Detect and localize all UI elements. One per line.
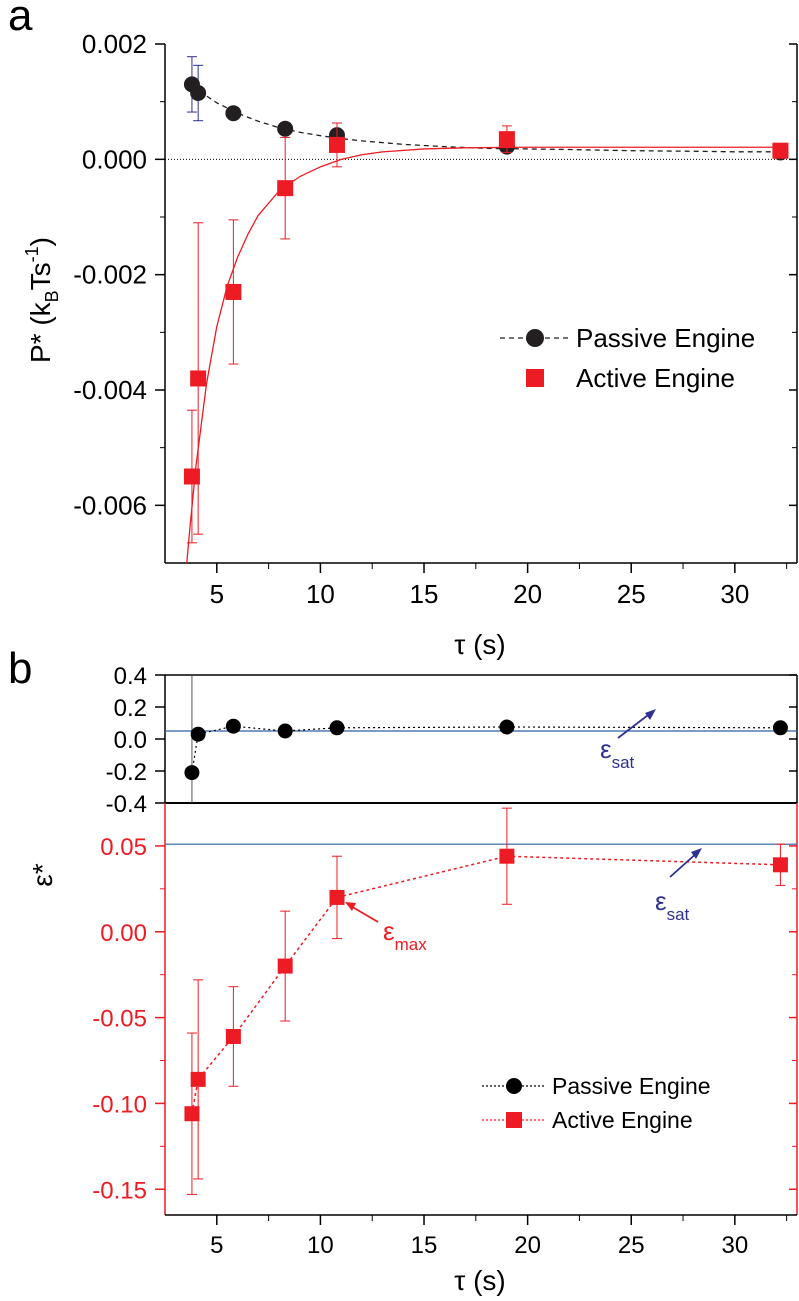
panel-b-annotation-max: εmax xyxy=(383,916,427,954)
x-tick-label: 20 xyxy=(513,579,542,609)
max-arrow-head xyxy=(345,902,356,911)
y-tick-label: -0.10 xyxy=(92,1091,147,1118)
data-point-active xyxy=(328,136,345,153)
panel-b-annotation-sat-sub: sat xyxy=(667,905,690,924)
legend-marker-passive xyxy=(526,329,544,347)
data-point-passive xyxy=(190,726,206,742)
data-point-passive xyxy=(499,719,515,735)
data-point-active xyxy=(772,142,789,159)
panel-b-xlabel: τ (s) xyxy=(454,1265,506,1296)
x-tick-label: 10 xyxy=(306,579,335,609)
data-point-passive xyxy=(225,105,242,122)
panel-b-top-annotation-sat-sub: sat xyxy=(612,753,635,772)
y-tick-label: 0.002 xyxy=(82,29,147,59)
data-point-active xyxy=(498,131,515,148)
data-point-active xyxy=(277,958,293,974)
y-tick-label: 0.000 xyxy=(82,144,147,174)
panel-a-ylabel-main: P* (k xyxy=(25,301,56,363)
legend-label-active: Active Engine xyxy=(576,363,735,393)
y-tick-label: -0.004 xyxy=(73,375,147,405)
legend-marker-active xyxy=(506,1112,522,1128)
panel-label-a: a xyxy=(8,0,33,40)
x-tick-label: 25 xyxy=(617,579,646,609)
y-tick-label: -0.2 xyxy=(106,759,147,786)
x-tick-label: 5 xyxy=(210,1232,223,1259)
y-tick-label: 0.0 xyxy=(114,727,147,754)
panel-a-plot: 0.002 0.000 -0.002 -0.004 -0.006 5 10 15 20 25 30 P… xyxy=(73,29,798,609)
data-point-passive xyxy=(190,85,207,102)
fit-line-active xyxy=(186,146,787,563)
y-tick-label: -0.4 xyxy=(106,791,147,818)
panel-b-top-annotation-sat: εsat xyxy=(600,734,635,772)
x-tick-label: 15 xyxy=(410,579,439,609)
legend-label-passive: Passive Engine xyxy=(552,1073,711,1099)
max-arrow-shaft xyxy=(348,904,379,923)
legend-marker-active xyxy=(526,369,544,387)
x-tick-label: 15 xyxy=(411,1232,438,1259)
sat-arrow-shaft xyxy=(617,711,653,739)
panel-b-annotation-max-symbol: ε xyxy=(383,916,395,946)
y-tick-label: 0.00 xyxy=(100,920,147,947)
data-point-active xyxy=(277,180,294,197)
data-point-passive xyxy=(184,765,200,781)
data-point-active xyxy=(225,1028,241,1044)
y-tick-label: -0.006 xyxy=(73,490,147,520)
data-point-active xyxy=(184,1106,200,1122)
panel-b-ylabel: ε* xyxy=(27,863,58,886)
y-tick-label: 0.4 xyxy=(114,663,147,690)
panel-a-ylabel-sup: -1 xyxy=(22,246,42,262)
x-tick-label: 30 xyxy=(720,579,749,609)
panel-b-bottom-plot: 0.05 0.00 -0.05 -0.10 -0.15 5 10 15 20 25 30 Passiv… xyxy=(92,803,798,1259)
data-point-passive xyxy=(329,720,345,736)
x-tick-label: 25 xyxy=(618,1232,645,1259)
panel-b-annotation-max-sub: max xyxy=(395,935,428,954)
data-point-active xyxy=(772,857,788,873)
data-point-active xyxy=(499,848,515,864)
data-point-passive xyxy=(772,720,788,736)
sat-arrow-shaft xyxy=(669,851,699,878)
y-tick-label: 0.05 xyxy=(100,834,147,861)
data-point-passive xyxy=(225,718,241,734)
data-point-passive xyxy=(277,120,294,137)
panel-b-top-plot: 0.4 0.2 0.0 -0.2 -0.4 xyxy=(106,663,798,818)
y-tick-label: -0.002 xyxy=(73,260,147,290)
legend-marker-passive xyxy=(506,1078,522,1094)
panel-a-ylabel: P* (kBTs-1) xyxy=(22,237,62,363)
sat-arrow-head xyxy=(645,709,656,720)
panel-a-ylabel-end: ) xyxy=(25,237,56,246)
panel-a-xlabel: τ (s) xyxy=(454,629,506,660)
data-point-passive xyxy=(277,723,293,739)
panel-b-annotation-sat: εsat xyxy=(655,886,690,924)
data-point-active xyxy=(183,468,200,485)
panel-label-b: b xyxy=(8,644,32,693)
x-tick-label: 10 xyxy=(307,1232,334,1259)
sat-arrow-head xyxy=(691,848,702,859)
panel-b-annotation-sat-symbol: ε xyxy=(655,886,667,916)
panel-a-ylabel-sub: B xyxy=(42,290,62,302)
data-point-active xyxy=(190,370,207,387)
data-point-active xyxy=(329,889,345,905)
x-tick-label: 20 xyxy=(514,1232,541,1259)
panel-a-ylabel-mid: Ts xyxy=(25,262,56,290)
y-tick-label: -0.05 xyxy=(92,1006,147,1033)
legend-label-passive: Passive Engine xyxy=(576,323,755,353)
data-point-active xyxy=(190,1071,206,1087)
y-tick-label: 0.2 xyxy=(114,695,147,722)
data-point-active xyxy=(225,283,242,300)
x-tick-label: 5 xyxy=(210,579,224,609)
fit-line-passive xyxy=(185,79,787,153)
x-tick-label: 30 xyxy=(721,1232,748,1259)
y-tick-label: -0.15 xyxy=(92,1177,147,1204)
panel-b-top-annotation-sat-symbol: ε xyxy=(600,734,612,764)
legend-label-active: Active Engine xyxy=(552,1107,693,1133)
